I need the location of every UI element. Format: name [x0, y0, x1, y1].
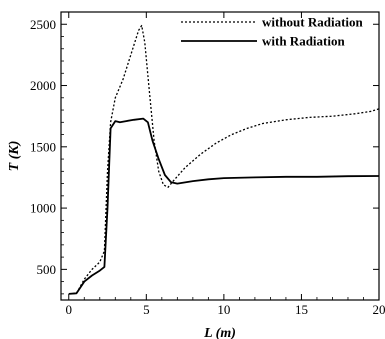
- y-tick-label: 1500: [30, 139, 56, 154]
- x-tick-label: 15: [295, 302, 308, 317]
- series-line-without-radiation: [68, 24, 379, 295]
- y-tick-label: 2500: [30, 17, 56, 32]
- plot-frame: [60, 11, 380, 301]
- y-axis-label: T (K): [7, 141, 22, 172]
- legend-label: with Radiation: [262, 34, 345, 49]
- y-tick-label: 1000: [30, 201, 56, 216]
- x-axis-label: L (m): [203, 326, 236, 339]
- plot-area: [68, 24, 379, 295]
- y-tick-label: 2000: [30, 78, 56, 93]
- axes: 0 5 10 15 20 500 1000 1500 2000 2500 L (m) T (K): [7, 11, 385, 339]
- x-tick-label: 5: [143, 302, 150, 317]
- x-tick-label: 10: [217, 302, 230, 317]
- series-line-with-radiation: [68, 117, 379, 295]
- x-tick-label: 20: [373, 302, 385, 317]
- x-tick-label: 0: [66, 302, 73, 317]
- legend-label: without Radiation: [262, 15, 364, 30]
- y-tick-label: 500: [37, 262, 57, 277]
- legend: without Radiation with Radiation: [181, 15, 364, 49]
